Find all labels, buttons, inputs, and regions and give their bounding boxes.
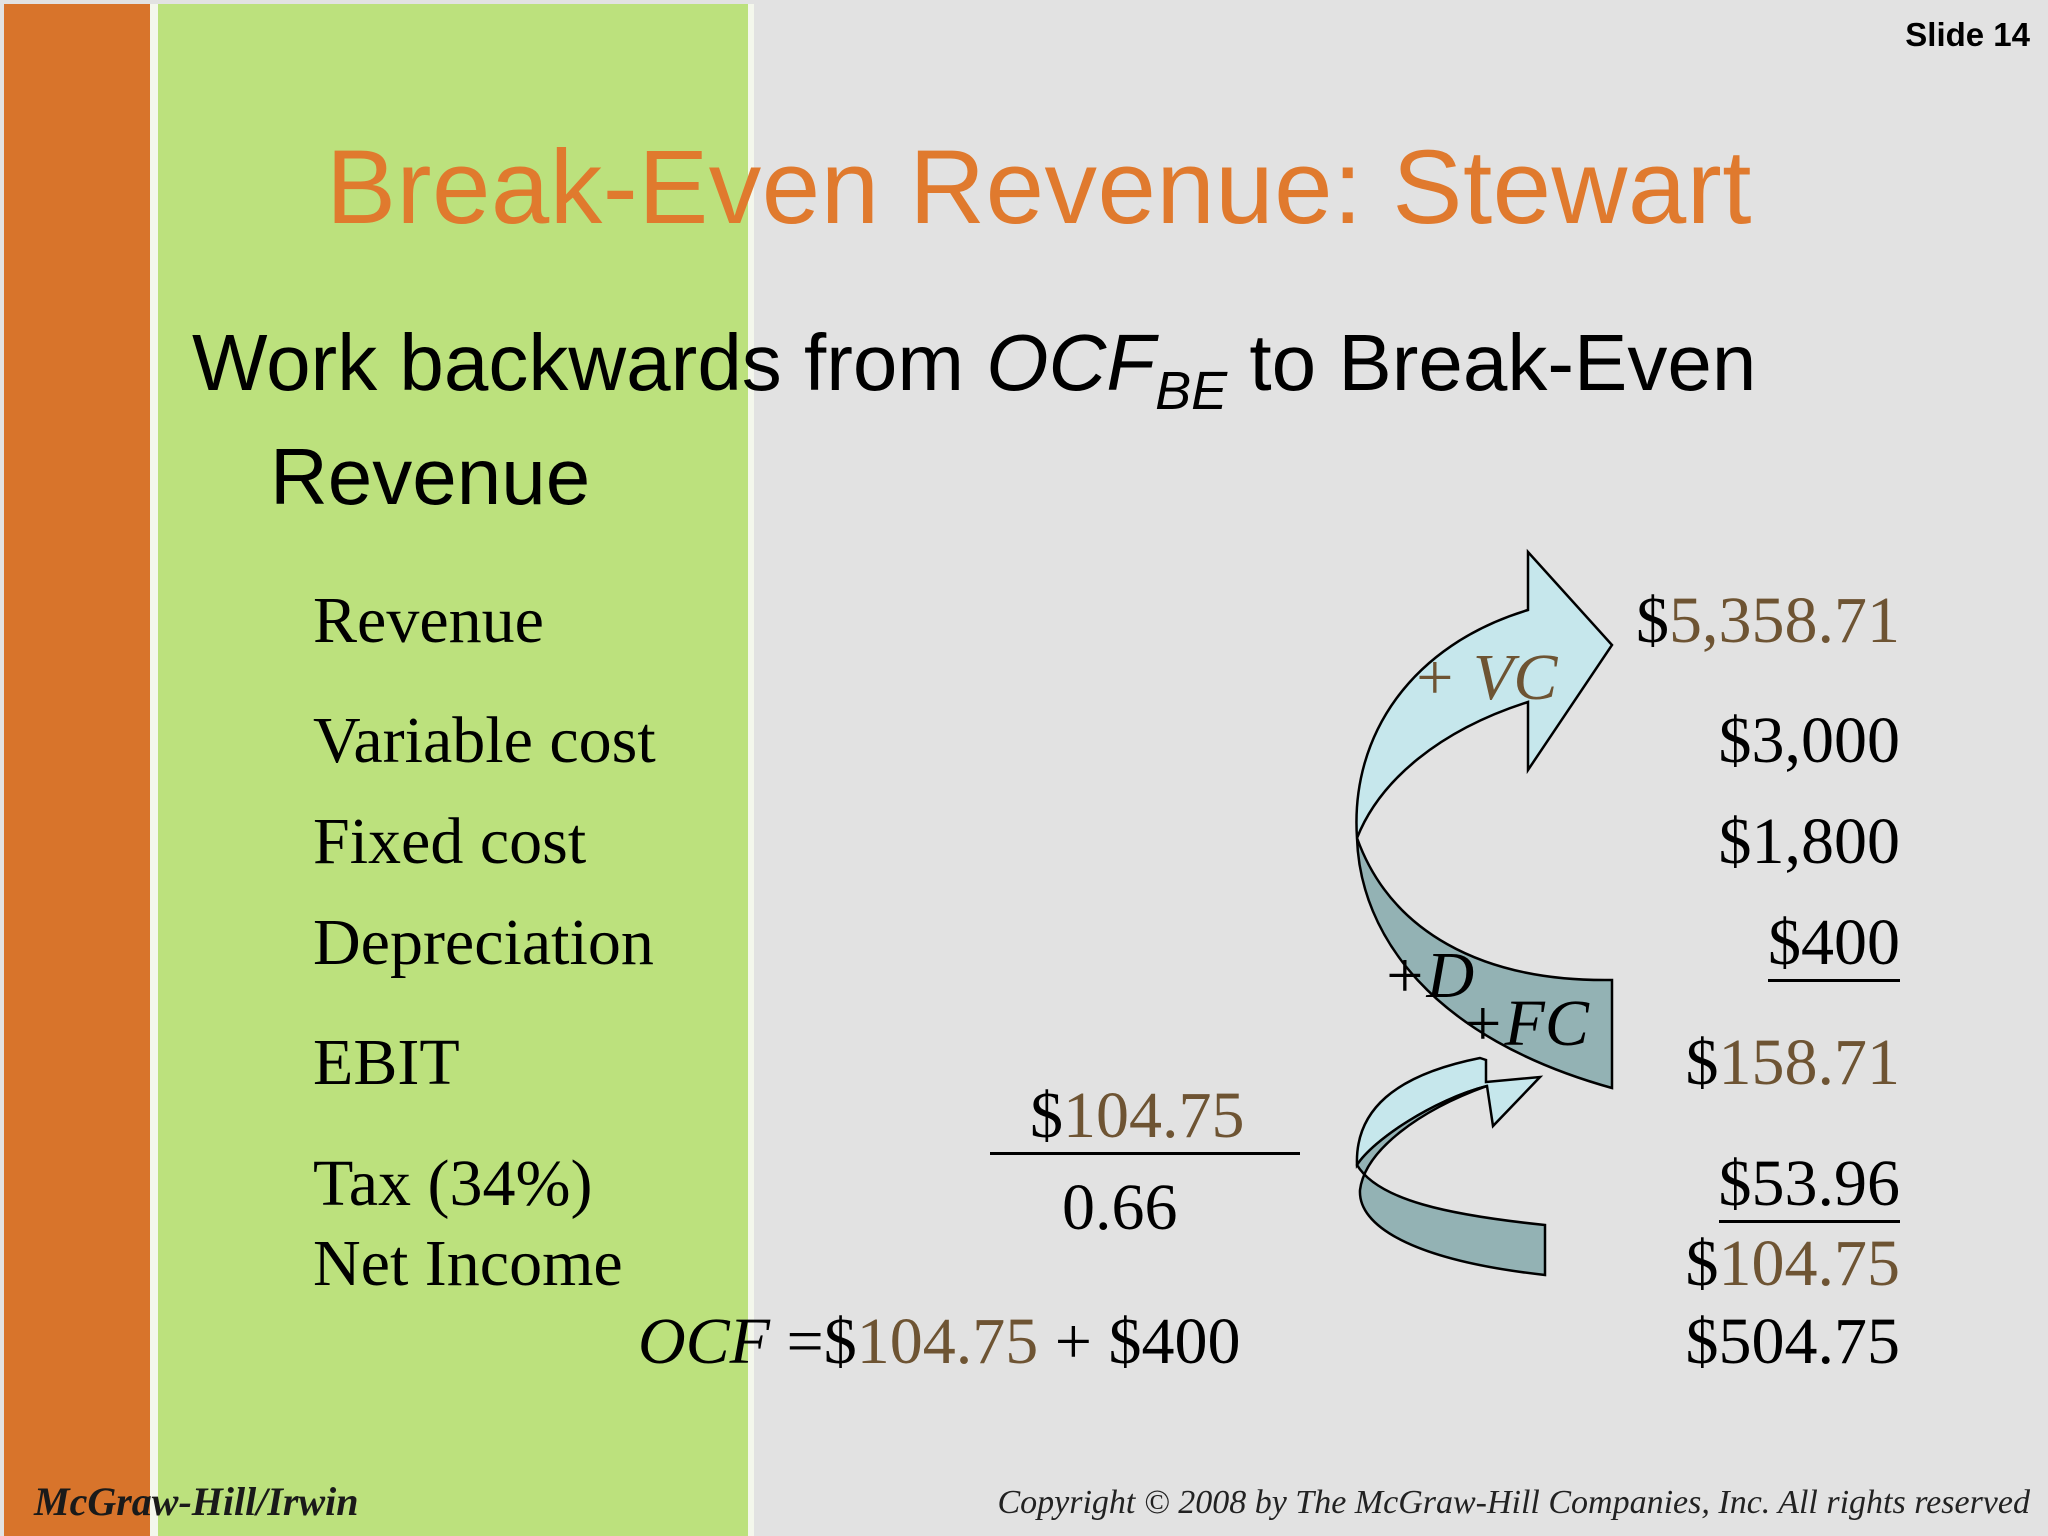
orange-side-bar [4,4,150,1536]
d-arrow-label: +D [1382,939,1475,1012]
row-label-revenue: Revenue [313,584,544,657]
ocf-rest: + $400 [1038,1305,1241,1378]
divider-line [150,4,158,1536]
ocf-net-income: 104.75 [856,1305,1039,1378]
ocf-label: OCF [638,1305,770,1378]
row-value-fixed-cost: $1,800 [1718,805,1901,878]
row-value-variable-cost: $3,000 [1718,704,1901,777]
row-label-variable-cost: Variable cost [313,704,656,777]
fc-arrow-label: +FC [1460,987,1589,1060]
dollar-sign: $ [1636,584,1669,657]
row-label-depreciation: Depreciation [313,906,654,979]
numerator-amount: 104.75 [1063,1079,1245,1152]
row-value-ocf: $504.75 [1685,1305,1901,1378]
slide-number: Slide 14 [1905,16,2030,53]
subtitle-ocf-subscript: BE [1155,360,1228,421]
ebit-arrow [1355,1056,1544,1170]
slide-subtitle: Work backwards from OCFBE to Break-Even … [192,320,1756,520]
subtitle-suffix: to Break-Even [1227,318,1757,407]
dollar-sign: $ [1685,1227,1719,1300]
vc-label-text: + VC [1412,641,1558,714]
tax-amount: $53.96 [1718,1147,1900,1223]
subtitle-prefix: Work backwards from [192,318,987,407]
fraction-bar [990,1152,1300,1155]
revenue-amount: 5,358.71 [1669,584,1900,657]
ocf-formula: OCF =$104.75 + $400 [638,1304,1240,1380]
ocf-equals: =$ [770,1305,857,1378]
row-value-revenue: $5,358.71 [1636,583,1900,659]
ebit-amount: 158.71 [1718,1026,1901,1099]
subtitle-ocf: OCF [986,318,1156,407]
row-label-net-income: Net Income [313,1227,623,1300]
revenue-arrow [1355,548,1614,839]
net-income-amount: 104.75 [1718,1227,1901,1300]
subtitle-line2: Revenue [270,431,591,521]
row-label-ebit: EBIT [313,1026,460,1099]
slide-title: Break-Even Revenue: Stewart [326,129,1752,246]
row-label-tax: Tax (34%) [313,1147,593,1220]
copyright-notice: Copyright © 2008 by The McGraw-Hill Comp… [997,1484,2030,1521]
divider-line [748,4,754,1536]
publisher-label: McGraw-Hill/Irwin [34,1479,359,1524]
depreciation-amount: $400 [1768,906,1900,982]
fraction-numerator: $104.75 [1030,1078,1245,1154]
row-value-net-income: $104.75 [1686,1226,1901,1302]
fraction-denominator: 0.66 [1062,1171,1178,1244]
upper-band [1355,837,1614,1090]
vc-arrow-label: + VC [1412,640,1557,716]
row-value-tax: $53.96 [1718,1146,1900,1223]
dollar-sign: $ [1030,1079,1063,1152]
green-panel [158,4,748,1536]
lower-band [1355,1084,1547,1277]
dollar-sign: $ [1685,1026,1719,1099]
row-value-depreciation: $400 [1768,905,1900,982]
row-value-ebit: $158.71 [1686,1025,1901,1101]
row-label-fixed-cost: Fixed cost [313,805,587,878]
